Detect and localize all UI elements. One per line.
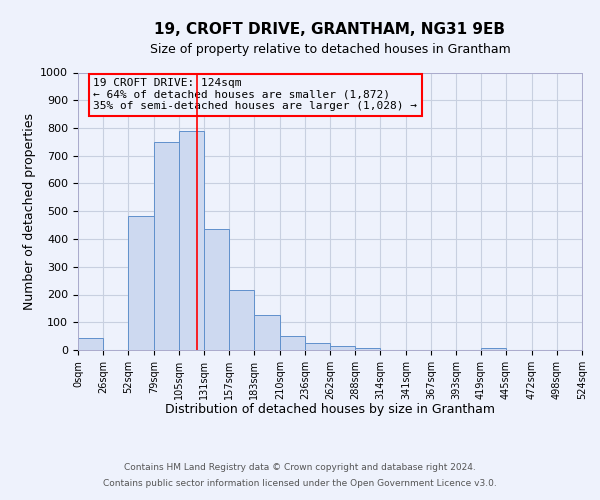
Text: 19, CROFT DRIVE, GRANTHAM, NG31 9EB: 19, CROFT DRIVE, GRANTHAM, NG31 9EB xyxy=(155,22,505,38)
Bar xyxy=(204,228,229,350)
X-axis label: Distribution of detached houses by size in Grantham: Distribution of detached houses by size … xyxy=(165,404,495,416)
Text: Contains HM Land Registry data © Crown copyright and database right 2024.: Contains HM Land Registry data © Crown c… xyxy=(124,464,476,472)
Bar xyxy=(330,346,355,350)
Bar xyxy=(254,316,280,350)
Bar xyxy=(229,290,254,350)
Bar xyxy=(128,216,154,350)
Bar xyxy=(154,142,179,350)
Text: 19 CROFT DRIVE: 124sqm
← 64% of detached houses are smaller (1,872)
35% of semi-: 19 CROFT DRIVE: 124sqm ← 64% of detached… xyxy=(93,78,417,111)
Bar xyxy=(280,336,305,350)
Text: Size of property relative to detached houses in Grantham: Size of property relative to detached ho… xyxy=(149,42,511,56)
Bar xyxy=(481,348,506,350)
Text: Contains public sector information licensed under the Open Government Licence v3: Contains public sector information licen… xyxy=(103,478,497,488)
Bar xyxy=(355,348,380,350)
Bar xyxy=(78,338,103,350)
Y-axis label: Number of detached properties: Number of detached properties xyxy=(23,113,36,310)
Bar xyxy=(305,342,330,350)
Bar xyxy=(179,131,204,350)
